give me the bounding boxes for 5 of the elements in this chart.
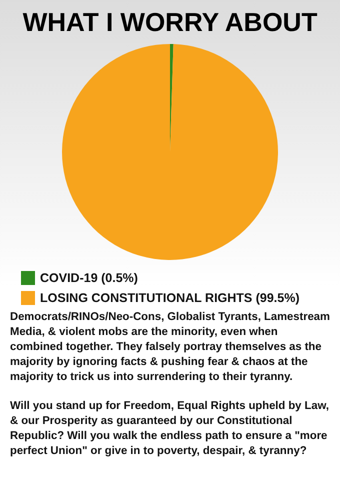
chart-title: WHAT I WORRY ABOUT [22,7,318,37]
text: Will you stand up for Freedom, Equal Rights upheld by Law, & our Prosperity as guaranteed by our Constitutional Republic? Will you walk the endless path to ensure a "more perfect Union" or give in to poverty, despair, & tyranny? [10,399,330,459]
text: Democrats/RINOs/Neo-Cons, Globalist Tyrants, Lamestream Media, & violent mobs are the minority, even when combined together. They falsely portray themselves as the majority by ignoring facts & pushing fear & chaos at the majority to trick us into surrendering to their tyranny. [10,310,330,385]
legend-label: COVID-19 (0.5%) [40,271,138,285]
legend-label: LOSING CONSTITUTIONAL RIGHTS (99.5%) [40,291,300,305]
